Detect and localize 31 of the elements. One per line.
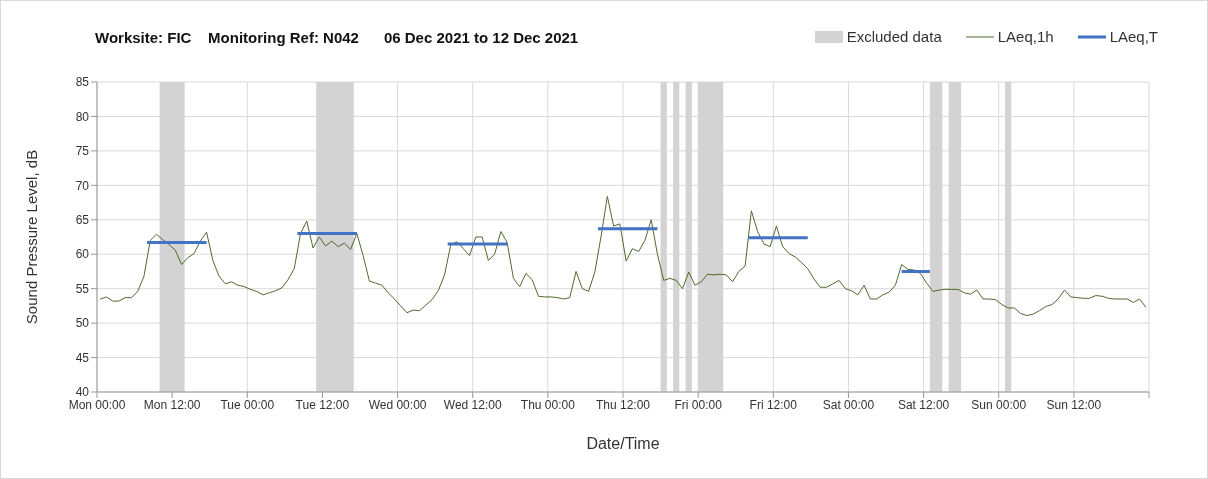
x-tick-label: Fri 12:00	[749, 397, 798, 412]
y-tick-label: 45	[75, 350, 90, 365]
y-tick-label: 80	[75, 109, 90, 124]
x-tick-label: Fri 00:00	[674, 397, 723, 412]
x-tick-label: Sat 12:00	[897, 397, 950, 412]
x-tick-label: Tue 00:00	[220, 397, 275, 412]
x-tick-label: Mon 12:00	[143, 397, 201, 412]
y-tick-label: 60	[75, 247, 90, 262]
x-tick-label: Mon 00:00	[68, 397, 126, 412]
y-tick-label: 65	[75, 213, 90, 228]
x-tick-label: Tue 12:00	[295, 397, 350, 412]
y-axis-title: Sound Pressure Level, dB	[23, 149, 41, 325]
legend-label: LAeq,T	[1108, 28, 1158, 45]
y-tick-label: 70	[75, 178, 90, 193]
x-tick-label: Sat 00:00	[822, 397, 875, 412]
x-tick-label: Sun 00:00	[971, 397, 1027, 412]
y-tick-label: 55	[75, 281, 90, 296]
x-tick-label: Sun 12:00	[1046, 397, 1102, 412]
x-axis-title: Date/Time	[586, 435, 660, 452]
x-tick-label: Wed 12:00	[443, 397, 502, 412]
y-tick-label: 75	[75, 144, 90, 159]
legend-label: Excluded data	[845, 28, 942, 45]
x-tick-label: Thu 12:00	[595, 397, 651, 412]
y-tick-label: 85	[75, 75, 90, 90]
x-tick-label: Wed 00:00	[368, 397, 427, 412]
line-series	[99, 195, 1147, 317]
chart-title: Worksite: FIC Monitoring Ref: N042 06 Dec 2021 to 12 Dec 2021	[95, 29, 579, 46]
legend-label: LAeq,1h	[996, 28, 1054, 45]
y-tick-label: 50	[75, 316, 90, 331]
y-tick-label: 40	[75, 385, 90, 400]
x-tick-label: Thu 00:00	[520, 397, 576, 412]
